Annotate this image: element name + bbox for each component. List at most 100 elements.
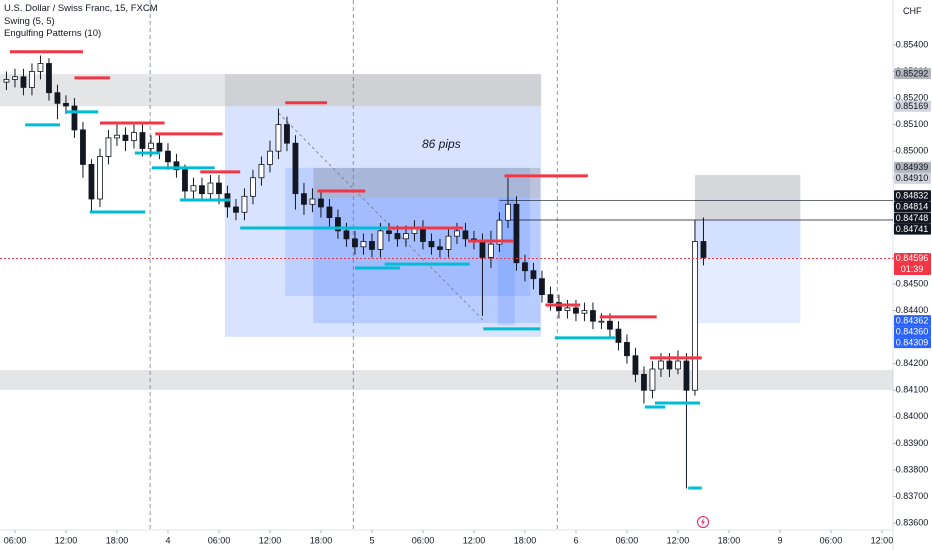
countdown-label: 01:39	[901, 264, 924, 274]
candle-body	[428, 241, 435, 248]
price-tag-label: 0.84741	[896, 224, 929, 234]
candle-body	[233, 206, 239, 213]
zone	[313, 197, 541, 324]
candle-body	[309, 198, 316, 205]
candle-body	[692, 241, 698, 391]
candle-body	[335, 217, 341, 232]
price-tag-label: 0.84360	[896, 326, 929, 336]
candle-body	[216, 182, 222, 195]
candle-body	[182, 169, 188, 192]
x-tick-label: 6	[573, 535, 578, 545]
x-tick-label: 18:00	[718, 535, 741, 545]
candle-body	[148, 142, 154, 149]
candle-body	[139, 132, 146, 149]
x-tick-label: 12:00	[871, 535, 894, 545]
y-tick-label: 0.83900	[896, 438, 929, 448]
y-tick-label: 0.84200	[896, 358, 929, 368]
candle-body	[97, 156, 103, 200]
candle-body	[394, 233, 401, 240]
symbol-title: U.S. Dollar / Swiss Franc, 15, FXCM	[4, 3, 158, 14]
price-tag	[894, 326, 931, 338]
y-tick-label: 0.85200	[896, 92, 929, 102]
candle-body	[3, 79, 10, 83]
candle-body	[530, 270, 537, 280]
x-tick-label: 06:00	[412, 535, 435, 545]
price-tag-label: 0.84309	[896, 337, 929, 347]
candle-body	[666, 360, 673, 370]
candle-body	[352, 238, 358, 248]
alert-icon	[697, 516, 709, 528]
candle-body	[318, 198, 324, 208]
price-tag-label: 0.84939	[896, 162, 929, 172]
measure-annotation: 86 pips	[422, 137, 461, 151]
candle-body	[63, 102, 69, 107]
x-tick-label: 12:00	[463, 535, 486, 545]
candle-body	[250, 177, 256, 197]
price-tag	[894, 68, 931, 80]
zone	[0, 74, 225, 107]
y-tick-label: 0.83800	[896, 464, 929, 474]
currency-label: CHF	[903, 6, 922, 16]
candle-body	[207, 182, 214, 195]
x-tick-label: 06:00	[208, 535, 231, 545]
candle-body	[496, 219, 503, 245]
x-tick-label: 4	[165, 535, 170, 545]
zone	[694, 258, 801, 324]
candle-body	[386, 230, 392, 234]
candle-body	[377, 230, 384, 250]
zone	[694, 218, 801, 259]
x-tick-label: 06:00	[4, 535, 27, 545]
candle-body	[29, 71, 35, 88]
x-tick-label: 12:00	[55, 535, 78, 545]
candle-body	[513, 203, 520, 264]
candle-body	[556, 302, 562, 311]
candle-body	[241, 195, 248, 213]
candle-body	[539, 278, 545, 296]
x-tick-label: 18:00	[310, 535, 333, 545]
candle-body	[165, 150, 171, 163]
candle-body	[641, 373, 647, 391]
candle-body	[420, 227, 426, 242]
zone	[694, 175, 801, 219]
y-tick-label: 0.83600	[896, 517, 929, 527]
candle-body	[505, 203, 511, 221]
x-tick-label: 06:00	[616, 535, 639, 545]
candle-body	[462, 230, 469, 240]
indicator-label: Engulfing Patterns (10)	[4, 28, 102, 39]
x-tick-label: 18:00	[514, 535, 537, 545]
price-tag	[894, 212, 931, 224]
price-tag	[894, 201, 931, 213]
candle-body	[275, 124, 282, 152]
candle-body	[301, 193, 307, 205]
x-tick-label: 5	[369, 535, 374, 545]
zone	[224, 74, 542, 107]
candle-body	[658, 360, 664, 370]
price-tag-label: 0.84596	[896, 253, 929, 263]
y-tick-label: 0.85000	[896, 146, 929, 156]
candle-body	[581, 310, 588, 314]
candle-body	[607, 320, 613, 330]
trend-line	[278, 112, 486, 323]
price-tag	[894, 223, 931, 235]
candle-body	[649, 368, 656, 391]
y-tick-label: 0.84500	[896, 278, 929, 288]
candle-body	[479, 241, 486, 258]
y-tick-label: 0.83700	[896, 491, 929, 501]
candle-body	[488, 243, 494, 258]
candle-body	[284, 124, 290, 144]
price-tag	[894, 252, 931, 275]
candle-body	[105, 137, 112, 157]
price-tag	[894, 100, 931, 112]
candle-body	[624, 342, 630, 357]
price-tag	[894, 190, 931, 202]
candle-body	[326, 206, 333, 218]
candle-body	[437, 246, 443, 250]
candle-body	[156, 142, 163, 152]
candle-body	[547, 294, 554, 303]
candle-body	[632, 355, 639, 375]
y-tick-label: 0.85100	[896, 119, 929, 129]
candle-body	[675, 360, 681, 370]
price-tag	[894, 337, 931, 349]
price-tag-label: 0.84814	[896, 201, 929, 211]
